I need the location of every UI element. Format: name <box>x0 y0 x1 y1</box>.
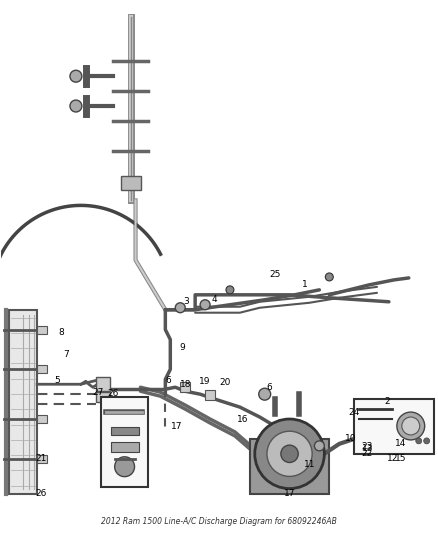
Circle shape <box>175 303 185 313</box>
Circle shape <box>255 419 324 489</box>
Circle shape <box>364 429 374 439</box>
Text: 2: 2 <box>384 397 390 406</box>
Circle shape <box>416 438 422 444</box>
Circle shape <box>200 300 210 310</box>
Text: 18: 18 <box>180 379 191 389</box>
Text: 3: 3 <box>184 297 189 306</box>
Text: 21: 21 <box>35 454 47 463</box>
Text: 19: 19 <box>199 377 211 386</box>
Circle shape <box>70 100 82 112</box>
Bar <box>250 439 329 494</box>
Bar <box>354 399 434 454</box>
Circle shape <box>281 445 298 463</box>
Text: 17: 17 <box>284 489 295 498</box>
Text: 15: 15 <box>395 454 406 463</box>
Circle shape <box>259 388 271 400</box>
Circle shape <box>397 412 425 440</box>
Circle shape <box>115 457 134 477</box>
Text: 10: 10 <box>346 434 357 443</box>
Circle shape <box>70 70 82 82</box>
Text: 22: 22 <box>361 449 373 458</box>
Circle shape <box>267 431 312 477</box>
Bar <box>120 175 141 190</box>
Bar <box>37 455 47 463</box>
Text: 4: 4 <box>211 295 217 304</box>
Bar <box>111 442 138 452</box>
Circle shape <box>410 412 418 420</box>
Text: 27: 27 <box>92 387 103 397</box>
Text: 6: 6 <box>267 383 272 392</box>
Text: 12: 12 <box>387 454 399 463</box>
Text: 1: 1 <box>302 280 307 289</box>
Text: 26: 26 <box>35 489 47 498</box>
Text: 7: 7 <box>63 350 69 359</box>
Bar <box>101 397 148 487</box>
Bar <box>9 310 37 494</box>
Text: 26: 26 <box>107 389 118 398</box>
Bar <box>205 390 215 400</box>
Text: 16: 16 <box>237 415 249 424</box>
Text: 24: 24 <box>349 408 360 417</box>
Text: 23: 23 <box>361 442 373 451</box>
Circle shape <box>325 273 333 281</box>
Text: 14: 14 <box>395 439 406 448</box>
Text: 8: 8 <box>58 328 64 337</box>
Circle shape <box>314 441 324 451</box>
Bar <box>96 377 110 391</box>
Bar <box>37 365 47 373</box>
Text: 9: 9 <box>179 343 185 352</box>
Text: 20: 20 <box>219 378 231 387</box>
Circle shape <box>424 438 430 444</box>
Circle shape <box>226 286 234 294</box>
Text: 5: 5 <box>54 376 60 385</box>
Bar <box>37 326 47 334</box>
Bar <box>96 392 110 402</box>
Text: 13: 13 <box>362 445 374 454</box>
Text: 17: 17 <box>170 423 182 432</box>
Bar <box>180 382 190 392</box>
Text: 6: 6 <box>166 376 171 385</box>
Text: 11: 11 <box>304 460 315 469</box>
Text: 25: 25 <box>269 270 280 279</box>
Circle shape <box>402 417 420 435</box>
Bar <box>111 427 138 435</box>
Bar <box>37 415 47 423</box>
Text: 2012 Ram 1500 Line-A/C Discharge Diagram for 68092246AB: 2012 Ram 1500 Line-A/C Discharge Diagram… <box>101 518 337 527</box>
